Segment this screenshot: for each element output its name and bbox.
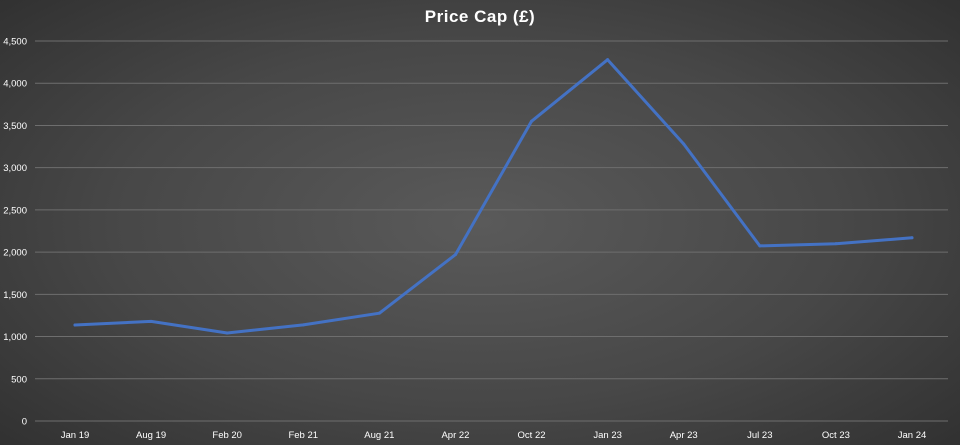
data-point xyxy=(530,119,534,123)
x-tick-label: Jan 23 xyxy=(593,430,622,441)
data-point xyxy=(377,311,381,315)
x-tick-label: Oct 22 xyxy=(518,430,546,441)
y-axis-ticks: 0 500 1,000 1,500 2,000 2,500 3,000 3,500 4,000 4… xyxy=(3,37,27,428)
data-point xyxy=(225,331,229,335)
y-tick-label: 1,500 xyxy=(3,290,27,301)
x-tick-label: Aug 19 xyxy=(136,430,166,441)
x-tick-label: Oct 23 xyxy=(822,430,850,441)
gridlines xyxy=(35,40,948,422)
x-tick-label: Feb 21 xyxy=(288,430,318,441)
data-point xyxy=(606,58,610,62)
y-tick-label: 2,500 xyxy=(3,205,27,216)
x-tick-label: Aug 21 xyxy=(364,430,394,441)
x-tick-label: Feb 20 xyxy=(212,430,242,441)
y-tick-label: 3,000 xyxy=(3,163,27,174)
y-tick-label: 4,500 xyxy=(3,37,27,48)
x-tick-label: Jan 19 xyxy=(61,430,90,441)
data-point xyxy=(453,253,457,257)
y-tick-label: 2,000 xyxy=(3,248,27,259)
series-line-0 xyxy=(73,58,914,335)
x-tick-label: Apr 23 xyxy=(670,430,698,441)
y-tick-label: 500 xyxy=(11,374,27,385)
x-tick-label: Apr 22 xyxy=(441,430,469,441)
x-tick-label: Jan 24 xyxy=(898,430,927,441)
y-tick-label: 0 xyxy=(22,417,27,428)
data-point xyxy=(834,242,838,246)
x-tick-label: Jul 23 xyxy=(747,430,772,441)
data-point xyxy=(758,244,762,248)
data-point xyxy=(73,323,77,327)
data-point xyxy=(682,142,686,146)
y-tick-label: 4,000 xyxy=(3,79,27,90)
x-axis-ticks: Jan 19 Aug 19 Feb 20 Feb 21 Aug 21 Apr 22 Oct … xyxy=(61,430,927,441)
data-point xyxy=(301,323,305,327)
series-group xyxy=(73,58,914,335)
y-tick-label: 3,500 xyxy=(3,121,27,132)
data-point xyxy=(910,236,914,240)
data-point xyxy=(149,319,153,323)
y-tick-label: 1,000 xyxy=(3,332,27,343)
chart-title: Price Cap (£) xyxy=(425,7,535,26)
